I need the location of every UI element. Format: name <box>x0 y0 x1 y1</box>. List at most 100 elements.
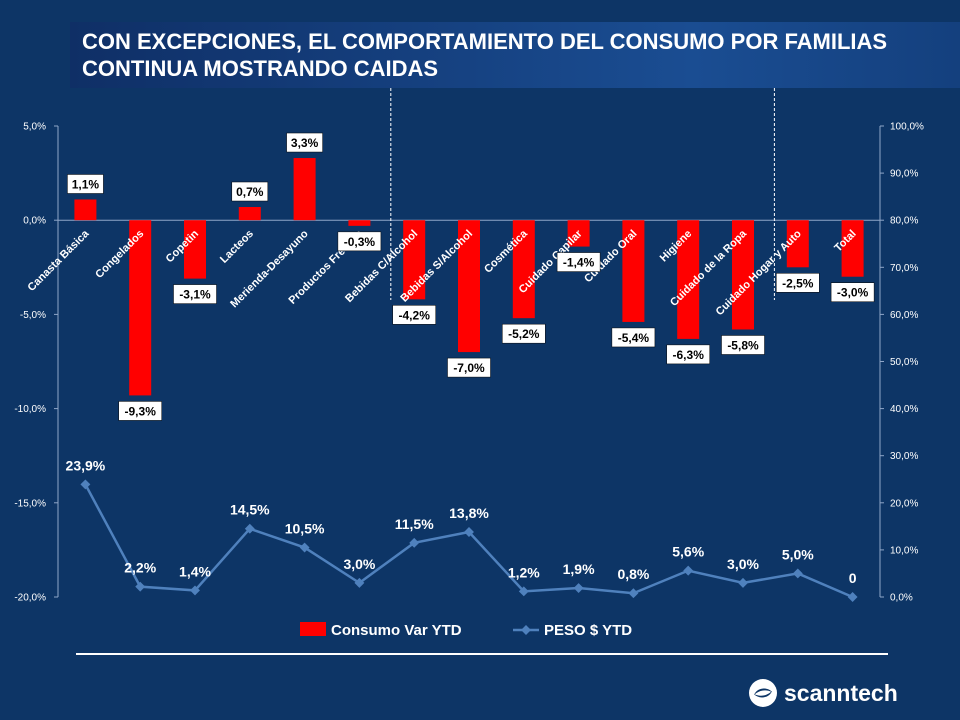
line-point <box>573 583 584 594</box>
line-data-label: 3,0% <box>343 556 375 572</box>
line-point <box>80 479 91 490</box>
bar <box>348 220 371 226</box>
category-label: Lacteos <box>218 228 256 266</box>
brand-name: scanntech <box>784 679 898 706</box>
y-right-tick-label: 100,0% <box>890 122 924 133</box>
line-data-label: 0,8% <box>617 566 649 582</box>
bar-data-label: -3,0% <box>837 286 869 300</box>
bar <box>622 220 645 322</box>
bar-data-label-box <box>502 323 546 344</box>
line-data-label: 1,2% <box>508 564 540 580</box>
bar-data-label: -6,3% <box>673 348 705 362</box>
bar-data-label: -0,3% <box>344 235 376 249</box>
bar <box>403 220 426 300</box>
y-right-tick-label: 50,0% <box>890 357 918 368</box>
bar <box>458 220 480 353</box>
bar-data-label: -9,3% <box>125 404 157 418</box>
line-data-label: 23,9% <box>66 457 106 473</box>
line-series-peso <box>84 483 854 599</box>
bar-data-label-box <box>392 305 436 325</box>
bar-data-label-box <box>776 273 820 293</box>
line-data-label: 10,5% <box>285 521 325 537</box>
legend-marker-peso <box>521 625 531 635</box>
bar <box>512 220 535 319</box>
y-left-tick-label: 0,0% <box>23 216 46 227</box>
line-point <box>244 523 255 534</box>
y-right-tick-label: 60,0% <box>890 310 918 321</box>
line-point <box>847 592 858 602</box>
line-data-label: 5,6% <box>672 544 704 560</box>
y-right-tick-label: 70,0% <box>890 263 918 274</box>
y-left-tick-label: -15,0% <box>14 498 46 509</box>
line-point <box>299 542 310 553</box>
y-right-tick-label: 20,0% <box>890 498 918 509</box>
bar-data-label-box <box>830 282 875 302</box>
bar-data-label-box <box>286 132 323 153</box>
bar-data-label-box <box>67 174 104 194</box>
bar <box>238 207 261 221</box>
line-data-label: 0 <box>849 570 857 586</box>
bar-data-label-box <box>721 335 765 355</box>
line-point <box>738 577 748 588</box>
bar <box>293 158 316 221</box>
line-data-label: 11,5% <box>395 516 434 532</box>
line-point <box>135 581 146 592</box>
scanntech-logo-icon <box>749 679 777 707</box>
bar-data-label: -5,4% <box>618 331 650 345</box>
y-right-tick-label: 10,0% <box>890 545 918 556</box>
bar-data-label: -4,2% <box>399 308 431 322</box>
legend-swatch-consumo <box>300 622 326 636</box>
page-title: CON EXCEPCIONES, EL COMPORTAMIENTO DEL C… <box>82 29 888 81</box>
bar-data-label: -2,5% <box>782 276 814 290</box>
line-point <box>464 527 474 537</box>
line-point <box>518 586 529 597</box>
bar-data-label: 1,1% <box>72 177 100 191</box>
chart: 5,0% 0,0% -5,0% -10,0% -15,0% -20,0% 100,0% 90,… <box>14 88 924 639</box>
bar-data-label-box <box>556 252 601 272</box>
y-right-tick-label: 90,0% <box>890 169 918 180</box>
line-data-label: 1,4% <box>179 563 211 579</box>
bar <box>786 220 809 268</box>
line-data-label: 13,8% <box>449 505 489 521</box>
line-data-label: 1,9% <box>563 561 595 577</box>
line-point <box>792 568 803 579</box>
line-point <box>683 565 694 576</box>
bar <box>732 220 754 330</box>
y-right-tick-label: 40,0% <box>890 404 918 415</box>
line-data-label: 5,0% <box>782 546 814 562</box>
line-data-label: 14,5% <box>230 502 270 518</box>
bar <box>567 220 590 247</box>
bar-data-label-box <box>611 327 656 348</box>
bar-data-label-box <box>447 357 491 378</box>
bar-data-label: -7,0% <box>453 361 485 375</box>
bar-data-label-box <box>231 181 269 202</box>
y-left-tick-label: 5,0% <box>23 122 46 133</box>
bar-data-label-box <box>666 344 710 365</box>
y-left-tick-label: -10,0% <box>14 404 46 415</box>
legend-label-peso: PESO $ YTD <box>544 622 632 639</box>
bar-data-label: 3,3% <box>291 136 319 150</box>
bar-data-label: -5,8% <box>727 338 759 352</box>
bar <box>184 220 206 279</box>
y-left-tick-label: -5,0% <box>20 310 46 321</box>
bar <box>74 199 97 221</box>
bar-data-label: -5,2% <box>508 327 540 341</box>
bar <box>129 220 152 396</box>
title-band <box>70 22 960 88</box>
category-label: Canasta Básica <box>26 227 93 294</box>
bar-data-label-box <box>173 284 217 304</box>
bar-data-label-box <box>118 401 162 421</box>
bar-data-label: -3,1% <box>179 288 211 302</box>
legend-label-consumo: Consumo Var YTD <box>331 622 462 639</box>
bar <box>841 220 864 277</box>
line-data-label: 2,2% <box>124 560 156 576</box>
line-point <box>628 588 639 599</box>
line-point <box>190 585 200 596</box>
brand-logo: scanntech <box>748 676 898 710</box>
y-right-tick-label: 30,0% <box>890 451 918 462</box>
bar-data-label: 0,7% <box>236 185 264 199</box>
y-right-tick-label: 0,0% <box>890 593 913 604</box>
y-left-tick-label: -20,0% <box>14 593 46 604</box>
line-data-label: 3,0% <box>727 556 759 572</box>
y-right-tick-label: 80,0% <box>890 216 918 227</box>
